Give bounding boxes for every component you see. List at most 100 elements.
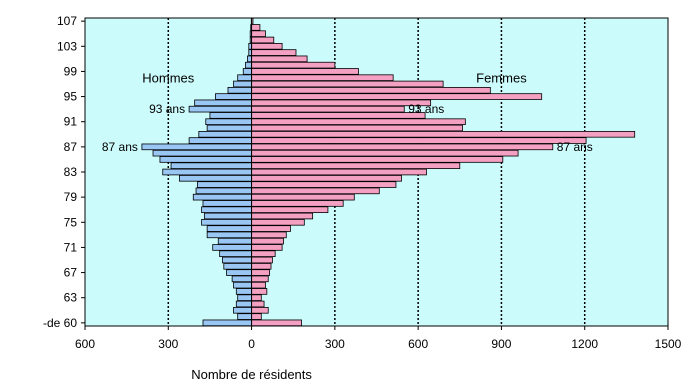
bar-hommes [223, 262, 252, 270]
x-tick-label: 600 [75, 337, 95, 351]
y-tick-label: 71 [64, 240, 78, 254]
bar-femmes [251, 218, 305, 226]
bar-femmes [251, 124, 463, 132]
bar-femmes [251, 269, 271, 276]
bar-femmes [251, 294, 262, 302]
bar-hommes [237, 74, 252, 82]
bar-hommes [178, 174, 252, 182]
bar-hommes [192, 193, 252, 201]
bar-femmes [251, 156, 504, 163]
axes [81, 17, 669, 330]
bar-femmes [251, 181, 397, 188]
bar-hommes [231, 275, 252, 283]
x-tick-label: 300 [158, 337, 178, 351]
x-tick-label: 900 [491, 337, 511, 351]
bar-femmes [251, 244, 283, 251]
bar-femmes [251, 130, 636, 138]
bar-hommes [194, 99, 252, 107]
bar-femmes [251, 55, 308, 63]
bar-hommes [237, 294, 252, 302]
bar-femmes [251, 137, 587, 144]
bar-hommes [206, 231, 252, 239]
bar-femmes [251, 99, 432, 107]
bar-femmes [251, 288, 268, 295]
bar-femmes [251, 231, 287, 239]
bar-femmes [251, 319, 302, 327]
bar-femmes [251, 168, 427, 176]
bar-femmes [251, 36, 275, 44]
bar-femmes [251, 275, 269, 283]
bar-hommes [235, 288, 252, 295]
bar-hommes [198, 130, 252, 138]
bar-hommes [227, 86, 252, 94]
bar-hommes [245, 61, 252, 69]
bar-femmes [251, 149, 519, 157]
labels: 600 300 0 300 600 900 1200 1500 -de 60 63 67 71 75 79… [43, 14, 682, 382]
bar-hommes [233, 80, 252, 88]
bar-femmes [251, 93, 543, 100]
bar-hommes [205, 118, 252, 126]
bar-hommes [219, 250, 252, 258]
bar-hommes [195, 187, 252, 195]
bar-femmes [251, 212, 314, 220]
y-tick-label: 103 [57, 39, 77, 53]
y-tick-label: -de 60 [43, 316, 77, 330]
bar-hommes [201, 206, 252, 214]
bar-femmes [251, 262, 272, 270]
bar-femmes [251, 30, 266, 38]
bar-femmes [251, 237, 284, 245]
bar-femmes [251, 80, 444, 88]
bar-femmes [251, 162, 461, 170]
y-tick-label: 95 [64, 90, 78, 104]
bar-femmes [251, 42, 283, 50]
x-tick-label: 1500 [655, 337, 682, 351]
bar-femmes [251, 250, 276, 258]
bar-hommes [233, 306, 252, 314]
y-tick-label: 87 [64, 140, 78, 154]
bar-hommes [212, 244, 252, 251]
bar-femmes [251, 86, 491, 94]
bar-hommes [197, 181, 252, 188]
bar-femmes [251, 143, 554, 151]
bar-hommes [159, 156, 252, 163]
bar-hommes [141, 143, 252, 151]
bar-hommes [215, 93, 252, 100]
bar-femmes [251, 206, 329, 214]
bar-hommes [170, 162, 252, 170]
bar-femmes [251, 256, 273, 264]
y-tick-label: 79 [64, 190, 78, 204]
bar-femmes [251, 24, 261, 31]
annotation-label: 87 ans [102, 140, 138, 154]
bar-hommes [188, 137, 252, 144]
x-tick-label: 1200 [571, 337, 598, 351]
x-axis-title: Nombre de résidents [191, 367, 312, 382]
bar-hommes [247, 55, 252, 63]
bar-hommes [206, 124, 252, 132]
bar-femmes [251, 306, 269, 314]
bar-femmes [251, 61, 336, 69]
bar-hommes [242, 68, 252, 75]
bar-hommes [237, 313, 252, 320]
bar-femmes [251, 105, 405, 113]
bar-hommes [235, 300, 252, 308]
bar-femmes [251, 174, 402, 182]
annotation-label: 93 ans [408, 102, 444, 116]
bar-hommes [162, 168, 252, 176]
annotation-label: 87 ans [557, 140, 593, 154]
annotation-label: 93 ans [149, 102, 185, 116]
legend-femmes: Femmes [476, 71, 527, 86]
bar-femmes [251, 118, 466, 126]
bar-femmes [251, 300, 265, 308]
bar-femmes [251, 313, 262, 320]
bars [141, 17, 636, 327]
bar-hommes [202, 200, 252, 207]
bar-femmes [251, 281, 266, 289]
bar-femmes [251, 112, 426, 119]
bar-femmes [251, 74, 394, 82]
bar-hommes [222, 256, 252, 264]
bar-femmes [251, 225, 291, 232]
y-tick-label: 83 [64, 165, 78, 179]
bar-hommes [226, 269, 252, 276]
